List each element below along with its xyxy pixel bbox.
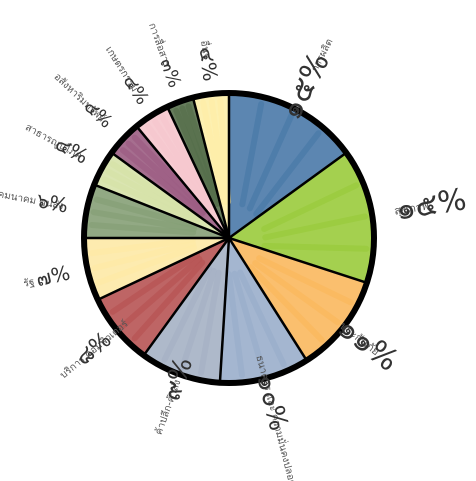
pie-slice-hatch <box>261 182 360 232</box>
pie-slice-hatch <box>208 98 229 205</box>
pie-slice-hatch <box>109 252 201 315</box>
slice-divider <box>218 237 231 383</box>
slice-divider <box>135 125 230 239</box>
pie-slice-hatch <box>246 112 295 212</box>
pie-slice-hatch <box>261 242 370 252</box>
pie-slice-hatch <box>256 255 354 306</box>
pie-slice-hatch <box>217 97 232 205</box>
pie-slice-hatch <box>159 114 216 209</box>
pie-slice-hatch <box>131 134 209 214</box>
pie-slice-hatch <box>247 264 325 343</box>
slice-divider <box>191 97 231 239</box>
slice-value-การสื่อสาร: ๓% <box>155 56 185 91</box>
slice-divider <box>228 236 368 284</box>
pie-slice-hatch <box>91 240 197 272</box>
pie-slice-hatch <box>89 236 196 257</box>
pie-slice-hatch <box>109 161 203 221</box>
pie-slice-hatch <box>262 213 369 241</box>
slice-divider <box>166 106 231 239</box>
pie-slice-hatch <box>119 255 203 329</box>
slice-value-การผลิต: ๑๕% <box>274 47 337 125</box>
slice-value-อื่นๆ: ๔% <box>195 46 223 83</box>
pie-slice-รัฐ <box>84 238 229 300</box>
slice-divider <box>142 237 231 357</box>
slice-label-อื่นๆ: อื่นๆ <box>198 39 214 59</box>
pie-slice-hatch <box>252 260 341 326</box>
slice-divider <box>227 237 308 362</box>
slice-label-สุขภาพ: สุขภาพ <box>393 199 430 217</box>
pie-slice-hatch <box>239 101 265 208</box>
pie-slice-hatch <box>185 103 223 207</box>
pie-slice-hatch <box>105 168 201 223</box>
slice-divider-lines <box>84 93 368 383</box>
pie-slice-hatch <box>179 267 217 371</box>
pie-slice-hatch <box>253 130 322 218</box>
slice-value-คมนาคม-ขนส่ง: ๖% <box>35 188 71 218</box>
slice-divider <box>97 236 230 301</box>
pie-slice-hatch <box>198 269 222 376</box>
pie-slice-hatch <box>161 265 213 363</box>
slice-label-รัฐ: รัฐ <box>23 277 36 290</box>
slice-divider <box>110 151 230 240</box>
slice-value-รัฐ: ๗% <box>34 260 72 291</box>
pie-slice-hatch <box>93 196 198 229</box>
pie-slice-hatch <box>125 140 207 216</box>
slice-divider <box>228 151 348 240</box>
pie-slice-hatch <box>145 123 212 211</box>
pie-slice-hatch <box>131 259 206 342</box>
slice-value-สุขภาพ: ๑๕% <box>394 182 469 228</box>
slice-value-ธนาคาร-และ-ความมั่นคงปลอดภัย: ๑๐% <box>250 371 293 434</box>
pie-slice-hatch <box>237 269 287 368</box>
pie-outline <box>81 90 377 386</box>
pie-slice-hatch <box>119 147 205 217</box>
pie-slice-hatch <box>231 270 267 375</box>
slice-value-สาธารณูปโภค: ๔% <box>51 131 92 168</box>
pie-slice-hatch <box>90 209 197 233</box>
slice-divider <box>93 183 230 240</box>
pie-slice-hatch <box>152 118 214 210</box>
pie-slice-hatch <box>200 99 227 206</box>
pie-slice-hatch <box>101 176 200 225</box>
pie-slice-hatch <box>226 271 245 379</box>
pie-slice-hatch <box>88 222 197 236</box>
pie-slice-hatch <box>95 244 198 286</box>
